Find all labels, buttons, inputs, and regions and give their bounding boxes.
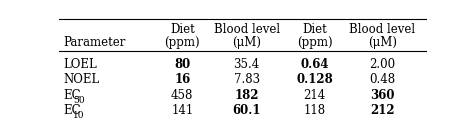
Text: 50: 50 (73, 96, 85, 105)
Text: 0.128: 0.128 (296, 73, 333, 86)
Text: EC: EC (63, 89, 81, 102)
Text: 35.4: 35.4 (234, 58, 260, 71)
Text: 360: 360 (370, 89, 395, 102)
Text: Diet: Diet (302, 23, 327, 36)
Text: 0.64: 0.64 (301, 58, 329, 71)
Text: Parameter: Parameter (63, 36, 125, 49)
Text: (ppm): (ppm) (297, 36, 332, 49)
Text: 10: 10 (73, 111, 85, 120)
Text: 214: 214 (303, 89, 326, 102)
Text: 141: 141 (171, 104, 193, 117)
Text: 212: 212 (370, 104, 395, 117)
Text: (μM): (μM) (368, 36, 397, 49)
Text: 7.83: 7.83 (234, 73, 260, 86)
Text: 118: 118 (303, 104, 326, 117)
Text: NOEL: NOEL (63, 73, 99, 86)
Text: 16: 16 (174, 73, 191, 86)
Text: LOEL: LOEL (63, 58, 97, 71)
Text: 458: 458 (171, 89, 193, 102)
Text: 0.48: 0.48 (369, 73, 396, 86)
Text: EC: EC (63, 104, 81, 117)
Text: (μM): (μM) (232, 36, 261, 49)
Text: Blood level: Blood level (349, 23, 416, 36)
Text: Blood level: Blood level (213, 23, 280, 36)
Text: 80: 80 (174, 58, 191, 71)
Text: (ppm): (ppm) (164, 36, 200, 49)
Text: 2.00: 2.00 (369, 58, 396, 71)
Text: 182: 182 (234, 89, 259, 102)
Text: 60.1: 60.1 (232, 104, 261, 117)
Text: Diet: Diet (170, 23, 195, 36)
